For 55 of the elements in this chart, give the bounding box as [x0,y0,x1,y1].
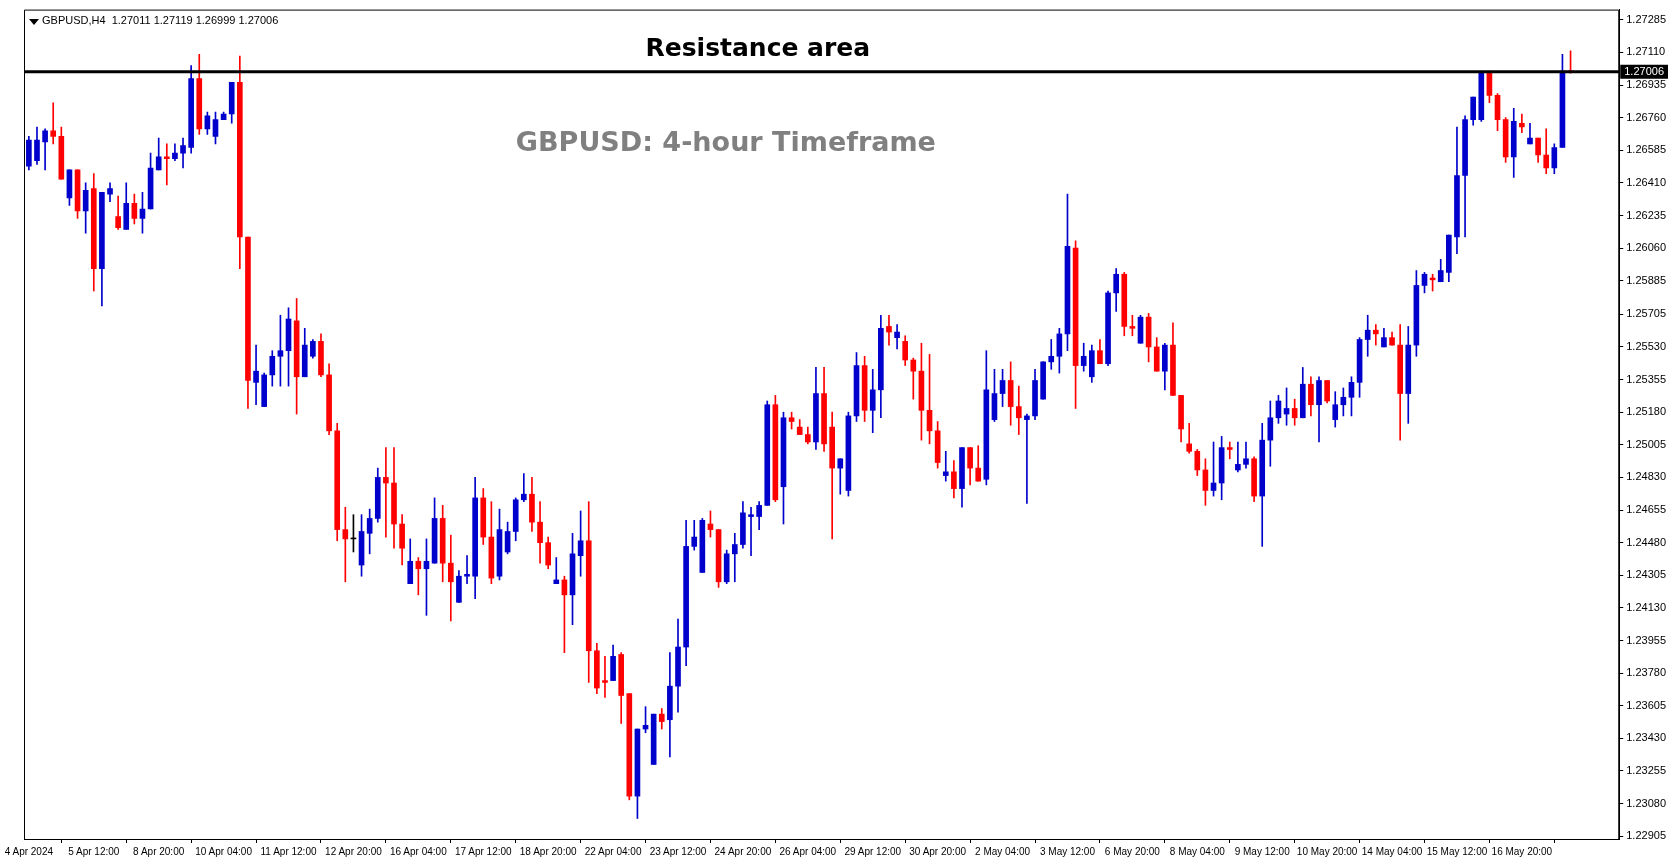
y-tick-label: 1.25885 [1626,273,1666,286]
x-tick-label: 17 Apr 12:00 [454,845,513,857]
y-tick-label: 1.25355 [1626,372,1666,385]
y-tick-label: 1.24655 [1626,503,1666,516]
x-tick-label: 23 Apr 12:00 [649,845,707,857]
y-tick-label: 1.24130 [1626,600,1666,613]
y-tick-label: 1.23780 [1626,666,1666,679]
y-tick-label: 1.22905 [1626,829,1666,842]
y-tick-label: 1.25180 [1626,405,1666,418]
x-tick-label: 16 May 20:00 [1491,845,1553,857]
x-tick-label: 8 May 04:00 [1169,845,1226,857]
x-tick-label: 3 May 12:00 [1039,845,1096,857]
y-tick-label: 1.27285 [1626,12,1666,25]
y-tick-label: 1.23955 [1626,633,1666,646]
x-tick-label: 12 Apr 20:00 [325,845,383,857]
x-tick-label: 9 May 12:00 [1234,845,1291,857]
x-tick-label: 24 Apr 20:00 [714,845,772,857]
ref-line-label: Resistance area [645,32,871,62]
x-tick-label: 4 Apr 2024 [4,845,54,857]
x-tick-label: 11 Apr 12:00 [260,845,317,857]
y-tick-label: 1.24305 [1626,568,1666,581]
y-tick-label: 1.25005 [1626,437,1666,450]
x-tick-label: 29 Apr 12:00 [844,845,902,857]
y-tick-label: 1.26235 [1626,208,1666,221]
text: GBPUSD: 4-hour Timeframe [515,125,936,157]
y-tick-label: 1.23255 [1626,764,1666,776]
x-tick-label: 15 May 12:00 [1426,845,1488,857]
x-tick-label: 6 May 20:00 [1104,845,1161,857]
y-tick-label: 1.24830 [1626,470,1666,483]
x-tick-label: 14 May 04:00 [1361,845,1423,857]
x-tick-label: 2 May 04:00 [975,845,1031,857]
x-tick-label: 26 Apr 04:00 [779,845,837,857]
y-tick-label: 1.23080 [1626,796,1666,809]
x-tick-label: 10 Apr 04:00 [195,845,253,857]
x-tick-label: 22 Apr 04:00 [584,845,642,857]
y-tick-label: 1.26585 [1626,143,1666,156]
candlestick [1040,361,1046,400]
chart-subtitle: GBPUSD,H4 1.27011 1.27119 1.26999 1.27006 [42,13,279,26]
y-tick-label: 1.24480 [1626,535,1666,548]
y-tick-label: 1.23605 [1626,698,1666,711]
y-tick-label: 1.26935 [1626,78,1666,91]
x-tick-label: 18 Apr 20:00 [519,845,577,857]
x-tick-label: 8 Apr 20:00 [133,845,185,857]
x-tick-label: 30 Apr 20:00 [909,845,967,857]
text: 1.27006 [1624,64,1664,77]
y-tick-label: 1.25705 [1626,307,1666,320]
x-tick-label: 5 Apr 12:00 [68,845,120,857]
y-tick-label: 1.23430 [1626,731,1666,744]
x-tick-label: 16 Apr 04:00 [389,845,448,857]
y-tick-label: 1.27110 [1626,45,1666,58]
x-tick-label: 10 May 20:00 [1296,845,1358,857]
y-tick-label: 1.26410 [1626,175,1666,188]
y-tick-label: 1.26760 [1626,110,1666,123]
y-tick-label: 1.26060 [1626,241,1666,254]
y-tick-label: 1.25530 [1626,339,1666,352]
